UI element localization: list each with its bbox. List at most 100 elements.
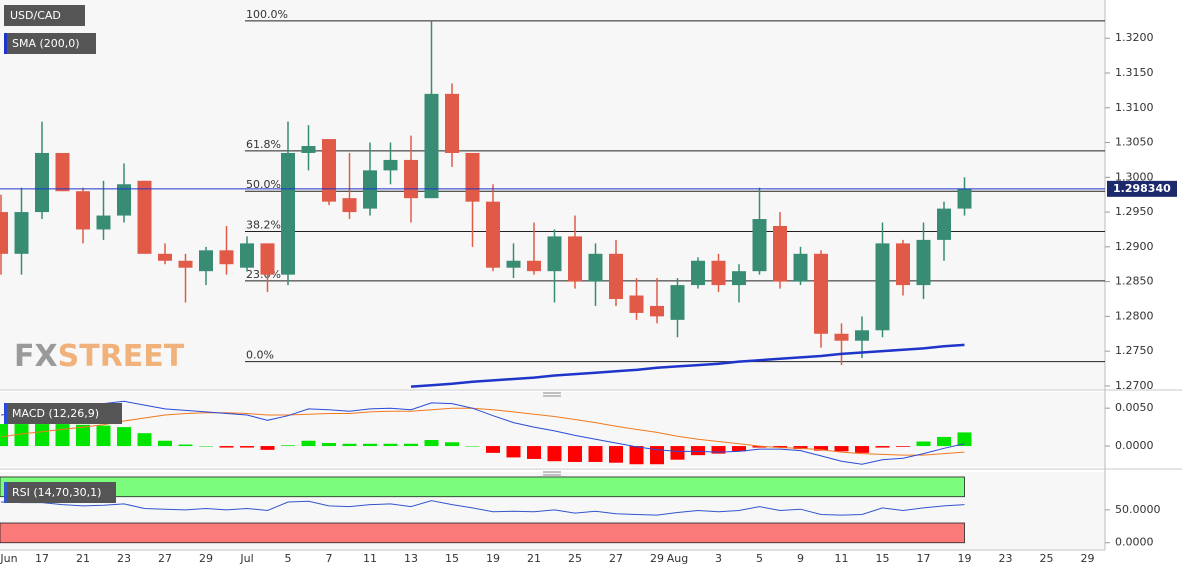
macd-bar [814, 446, 828, 451]
macd-bar [486, 446, 500, 453]
macd-bar [752, 446, 767, 448]
x-tick-label: Jul [239, 552, 253, 565]
candle-body [957, 188, 972, 209]
candle-body [383, 159, 398, 171]
rsi-line [0, 500, 965, 516]
main-marks: 100.0%61.8%50.0%38.2%23.6%0.0% [0, 8, 1105, 388]
macd-bar [137, 433, 152, 447]
candle-body [506, 260, 521, 268]
x-tick-label: 5 [285, 552, 292, 565]
macd-bar [588, 446, 603, 462]
candle-body [527, 260, 541, 272]
rsi-label: RSI (14,70,30,1) [12, 486, 101, 499]
macd-bar [424, 439, 439, 447]
macd-bar [629, 446, 644, 465]
sma-tag[interactable] [4, 33, 96, 54]
macd-bar [404, 443, 418, 447]
x-tick-label: 27 [609, 552, 623, 565]
candle-body [35, 152, 49, 213]
macd-bar [855, 446, 869, 453]
symbol-tag[interactable] [4, 5, 85, 26]
x-tick-label: 5 [756, 552, 763, 565]
rsi-tag[interactable] [4, 482, 116, 503]
candle-body [465, 152, 480, 202]
candle-body [896, 243, 910, 286]
macd-bar [937, 436, 951, 447]
macd-bar [465, 446, 480, 447]
x-tick-label: 17 [35, 552, 49, 565]
candle-body [445, 93, 459, 153]
candle-body [650, 305, 664, 317]
macd-bar [609, 446, 623, 463]
x-tick-label: Aug [667, 552, 688, 565]
y-tick-label: 1.2900 [1115, 240, 1154, 253]
y-tick-label: 1.2950 [1115, 205, 1154, 218]
fib-label: 100.0% [246, 8, 288, 21]
macd-bar [260, 446, 275, 450]
macd-tag[interactable] [4, 403, 122, 424]
x-tick-label: 9 [797, 552, 804, 565]
signal-line [0, 407, 965, 456]
candle-body [793, 253, 808, 282]
x-tick-label: 19 [958, 552, 972, 565]
macd-bar [875, 446, 890, 448]
fib-label: 50.0% [246, 178, 281, 191]
candle-body [117, 184, 131, 216]
x-tick-label: 23 [117, 552, 131, 565]
candle-body [916, 239, 931, 286]
macd-bar [322, 443, 336, 447]
candle-body [322, 139, 336, 202]
y-tick-label: 1.3000 [1115, 170, 1154, 183]
macd-bar [363, 443, 377, 447]
candle-body [199, 250, 213, 272]
candle-body [404, 159, 418, 199]
macd-bar [445, 442, 459, 447]
candle-body [240, 243, 254, 268]
x-tick-label: 7 [326, 552, 333, 565]
candle-body [260, 243, 275, 275]
macd-bar [732, 446, 746, 452]
candle-body [752, 219, 767, 272]
x-tick-label: 29 [199, 552, 213, 565]
macd-bar [793, 446, 808, 450]
oversold-band [0, 522, 965, 544]
x-tick-label: 3 [715, 552, 722, 565]
fib-label: 38.2% [246, 219, 281, 232]
candle-body [670, 285, 685, 320]
candle-body [937, 208, 951, 240]
candle-body [14, 212, 29, 254]
x-tick-label: 13 [404, 552, 418, 565]
candle-body [773, 225, 787, 282]
y-tick-label: 1.3150 [1115, 66, 1154, 79]
watermark: FXSTREET [14, 339, 185, 374]
indicator-marks: 1.2700 1.2750 1.2800 1.2850 1.2900 1.2950 1.30… [0, 31, 1177, 565]
y-tick-label: 1.2800 [1115, 309, 1154, 322]
candle-body [547, 236, 562, 272]
watermark-part: FX [14, 339, 58, 374]
macd-bar [76, 424, 90, 447]
x-tick-label: 25 [568, 552, 582, 565]
y-tick-label: 0.0000 [1115, 536, 1154, 549]
candle-body [178, 260, 193, 268]
x-tick-label: 21 [527, 552, 541, 565]
macd-bar [158, 440, 172, 447]
x-tick-label: 11 [835, 552, 849, 565]
x-tick-label: 25 [1040, 552, 1054, 565]
macd-line [0, 400, 965, 465]
resize-grip[interactable] [543, 392, 561, 476]
y-tick-label: 1.3100 [1115, 101, 1154, 114]
candle-body [588, 253, 603, 282]
macd-bar [281, 445, 295, 447]
main-panel [0, 0, 1105, 389]
candle-body [76, 191, 90, 230]
candle-body [158, 253, 172, 261]
macd-bar [55, 424, 70, 447]
rsi-tag-stripe [4, 482, 7, 503]
macd-bar [916, 441, 931, 447]
candle-body [0, 212, 8, 254]
macd-bar [219, 446, 234, 448]
macd-bar [547, 446, 562, 462]
candle-body [875, 243, 890, 331]
candle-body [137, 180, 152, 254]
